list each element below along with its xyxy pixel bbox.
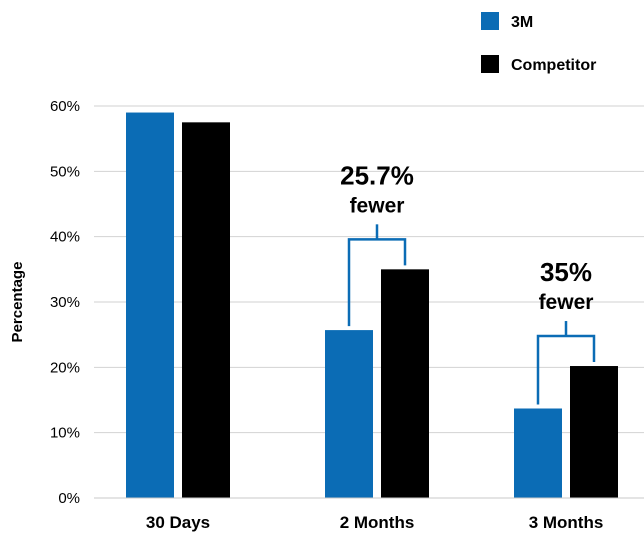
bar-competitor (182, 122, 230, 498)
y-tick-label: 50% (50, 163, 80, 180)
annotation-value: 25.7% (340, 160, 414, 190)
annotation-text: fewer (350, 194, 405, 217)
x-tick-label: 3 Months (529, 513, 604, 532)
y-tick-label: 10% (50, 425, 80, 442)
bars (126, 112, 618, 499)
annotation-bracket (536, 334, 596, 405)
annotation-value: 35% (540, 257, 592, 287)
bar-3m (514, 408, 562, 498)
legend-label: 3M (511, 14, 533, 31)
x-tick-label: 2 Months (340, 513, 415, 532)
y-axis-ticks: 0% 10% 20% 30% 40% 50% 60% (50, 98, 80, 507)
x-axis-labels: 30 Days 2 Months 3 Months (146, 513, 603, 532)
y-tick-label: 30% (50, 294, 80, 311)
y-tick-label: 60% (50, 98, 80, 115)
bar-3m (126, 112, 174, 499)
bar-3m (325, 330, 373, 498)
bar-competitor (381, 269, 429, 498)
bar-competitor (570, 366, 618, 498)
annotation-text: fewer (539, 291, 594, 314)
legend-swatch-3m (481, 12, 499, 30)
annotations: fewer 25.7% fewer 35% (340, 160, 596, 405)
legend-swatch-competitor (481, 55, 499, 73)
x-tick-label: 30 Days (146, 513, 210, 532)
legend-label: Competitor (511, 57, 596, 74)
y-tick-label: 0% (58, 490, 80, 507)
y-tick-label: 40% (50, 229, 80, 246)
y-axis-label: Percentage (9, 262, 26, 343)
y-tick-label: 20% (50, 359, 80, 376)
legend: 3M Competitor (481, 12, 596, 74)
